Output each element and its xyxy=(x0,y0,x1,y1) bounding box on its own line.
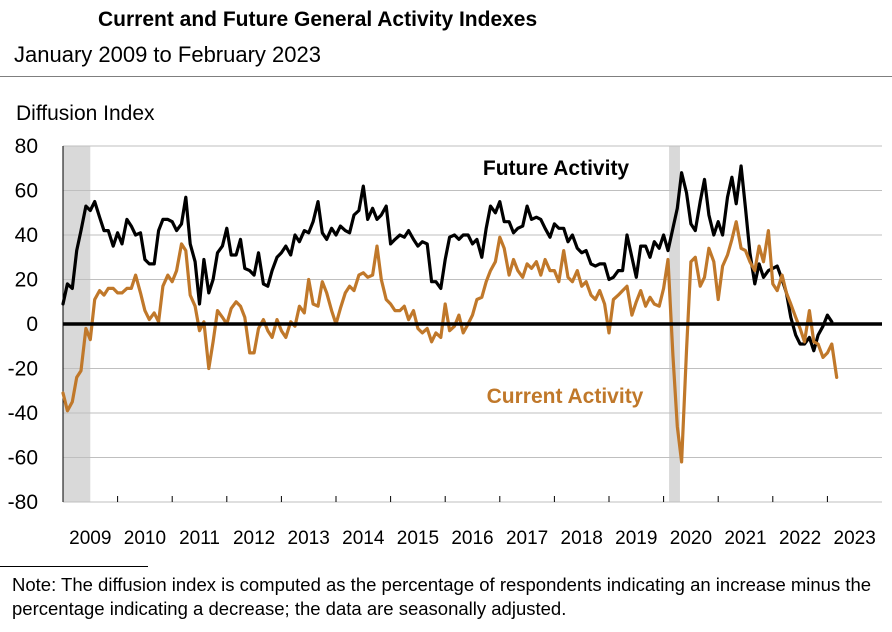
x-tick-label-0: 2009 xyxy=(69,528,111,549)
x-tick-label-10: 2019 xyxy=(615,528,657,549)
y-tick-label-1: 60 xyxy=(15,180,38,203)
future-activity-line xyxy=(61,164,834,353)
x-tick-label-2: 2011 xyxy=(179,528,220,549)
x-tick-label-9: 2018 xyxy=(561,528,603,549)
y-axis-label: Diffusion Index xyxy=(16,102,155,125)
y-tick-label-7: -60 xyxy=(8,447,38,470)
footnote: Note: The diffusion index is computed as… xyxy=(12,574,872,619)
x-tick-label-6: 2015 xyxy=(397,528,439,549)
x-tick-label-5: 2014 xyxy=(342,528,385,549)
y-tick-label-6: -40 xyxy=(8,402,38,425)
y-tick-label-2: 40 xyxy=(15,224,38,247)
x-tick-label-1: 2010 xyxy=(124,528,166,549)
y-tick-label-8: -80 xyxy=(8,491,38,514)
y-tick-label-5: -20 xyxy=(8,358,38,381)
x-tick-label-12: 2021 xyxy=(724,528,766,549)
chart-title: Current and Future General Activity Inde… xyxy=(98,8,538,31)
x-tick-label-11: 2020 xyxy=(670,528,712,549)
chart-subtitle: January 2009 to February 2023 xyxy=(14,42,321,67)
x-tick-label-14: 2023 xyxy=(834,528,876,549)
future-activity-annotation: Future Activity xyxy=(483,157,630,180)
x-tick-label-4: 2013 xyxy=(288,528,330,549)
y-tick-label-4: 0 xyxy=(26,313,38,336)
title-divider xyxy=(0,76,892,77)
current-activity-annotation: Current Activity xyxy=(487,385,644,408)
y-tick-label-0: 80 xyxy=(15,135,38,158)
x-tick-label-3: 2012 xyxy=(233,528,275,549)
x-tick-label-8: 2017 xyxy=(506,528,548,549)
y-tick-label-3: 20 xyxy=(15,269,38,292)
current-activity-line xyxy=(61,220,839,464)
note-divider xyxy=(0,566,148,567)
x-tick-label-7: 2016 xyxy=(451,528,493,549)
x-tick-label-13: 2022 xyxy=(779,528,821,549)
